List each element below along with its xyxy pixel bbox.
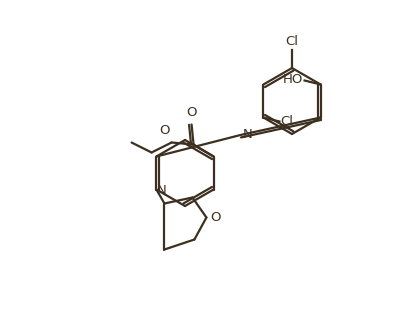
Text: N: N [243,128,252,141]
Text: N: N [156,184,166,197]
Text: Cl: Cl [280,115,293,128]
Text: Cl: Cl [286,35,299,48]
Text: O: O [159,124,169,137]
Text: O: O [186,105,197,118]
Text: O: O [211,211,221,224]
Text: HO: HO [283,73,304,86]
